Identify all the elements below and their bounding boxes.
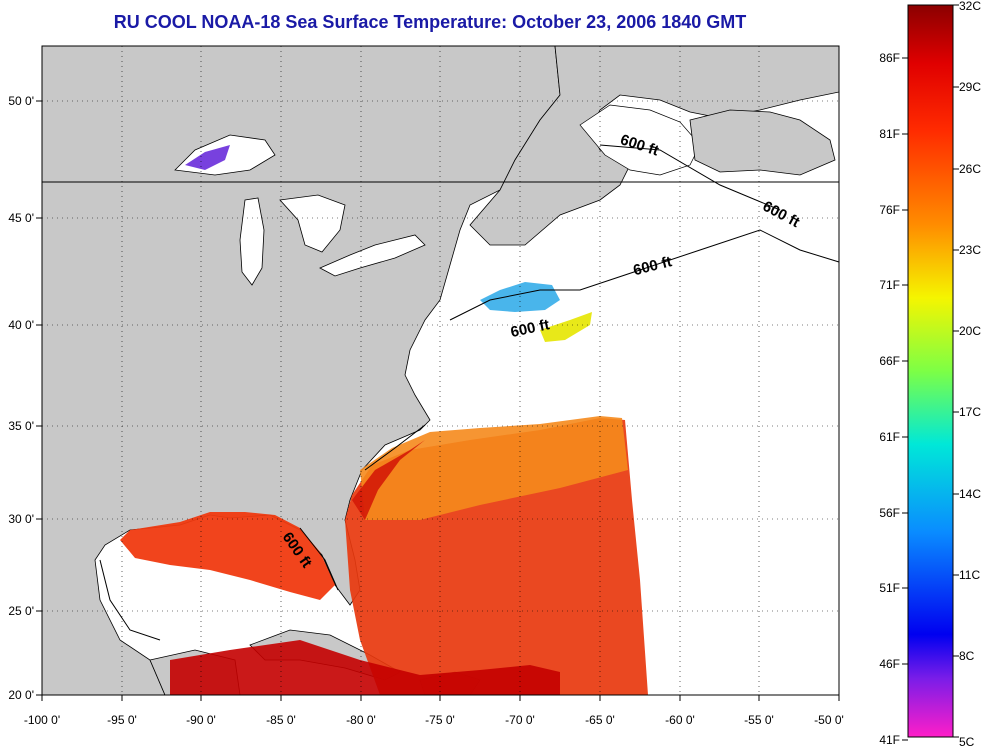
sst-lake-superior — [185, 145, 230, 170]
lat-tick-label: 45 0' — [8, 211, 34, 225]
lon-tick-label: -60 0' — [665, 713, 695, 727]
sst-atlantic-north — [360, 416, 628, 520]
colorbar-fahrenheit-label: 61F — [879, 430, 900, 444]
lat-tick-label: 20 0' — [8, 688, 34, 702]
colorbar-fahrenheit-label: 56F — [879, 506, 900, 520]
lon-tick-label: -50 0' — [814, 713, 844, 727]
colorbar-fahrenheit-label: 71F — [879, 278, 900, 292]
lon-tick-label: -100 0' — [24, 713, 60, 727]
colorbar-fahrenheit-label: 41F — [879, 733, 900, 747]
lon-tick-labels: -100 0' -95 0' -90 0' -85 0' -80 0' -75 … — [24, 713, 844, 727]
lon-tick-label: -75 0' — [425, 713, 455, 727]
sst-gulf-stream — [352, 440, 425, 520]
sst-gulf-of-mexico — [120, 512, 335, 600]
colorbar-celsius-label: 11C — [959, 568, 980, 582]
lon-tick-label: -55 0' — [744, 713, 774, 727]
colorbar-celsius-labels: 32C 29C 26C 23C 20C 17C 14C 11C 8C 5C — [959, 0, 981, 749]
colorbar: 32C 29C 26C 23C 20C 17C 14C 11C 8C 5C 86… — [879, 0, 981, 749]
colorbar-celsius-label: 14C — [959, 487, 981, 501]
colorbar-fahrenheit-label: 66F — [879, 354, 900, 368]
lat-tick-label: 30 0' — [8, 512, 34, 526]
lat-tick-labels: 20 0' 25 0' 30 0' 35 0' 40 0' 45 0' 50 0… — [8, 94, 34, 702]
colorbar-fahrenheit-label: 76F — [879, 203, 900, 217]
colorbar-celsius-label: 5C — [959, 735, 975, 749]
lake-michigan — [239, 197, 265, 286]
colorbar-celsius-label: 29C — [959, 80, 981, 94]
map-title: RU COOL NOAA-18 Sea Surface Temperature:… — [113, 12, 747, 32]
lat-tick-label: 25 0' — [8, 604, 34, 618]
lake-huron — [279, 194, 346, 253]
colorbar-fahrenheit-label: 86F — [879, 51, 900, 65]
colorbar-celsius-label: 23C — [959, 243, 981, 257]
isobath-600ft — [99, 144, 840, 641]
colorbar-celsius-label: 20C — [959, 324, 981, 338]
colorbar-fahrenheit-label: 51F — [879, 581, 900, 595]
lon-tick-label: -70 0' — [505, 713, 535, 727]
lat-tick-label: 50 0' — [8, 94, 34, 108]
colorbar-fahrenheit-label: 46F — [879, 657, 900, 671]
lat-tick-label: 40 0' — [8, 318, 34, 332]
sst-caribbean — [170, 640, 560, 695]
colorbar-celsius-label: 26C — [959, 162, 981, 176]
colorbar-gradient — [907, 4, 954, 738]
colorbar-ticks — [902, 4, 959, 741]
axis-ticks — [36, 100, 840, 701]
sst-slope-warm — [540, 312, 592, 342]
lon-tick-label: -95 0' — [107, 713, 137, 727]
lat-tick-label: 35 0' — [8, 419, 34, 433]
colorbar-celsius-label: 32C — [959, 0, 981, 13]
lon-tick-label: -65 0' — [585, 713, 615, 727]
graticule — [42, 46, 839, 695]
colorbar-fahrenheit-labels: 86F 81F 76F 71F 66F 61F 56F 51F 46F 41F — [879, 51, 900, 747]
lake-erie-ontario — [319, 234, 426, 277]
colorbar-fahrenheit-label: 81F — [879, 127, 900, 141]
land-newfoundland — [689, 109, 836, 176]
lon-tick-label: -80 0' — [346, 713, 376, 727]
colorbar-celsius-label: 17C — [959, 405, 981, 419]
colorbar-celsius-label: 8C — [959, 649, 975, 663]
map-layers — [42, 46, 839, 695]
lon-tick-label: -90 0' — [186, 713, 216, 727]
lon-tick-label: -85 0' — [266, 713, 296, 727]
